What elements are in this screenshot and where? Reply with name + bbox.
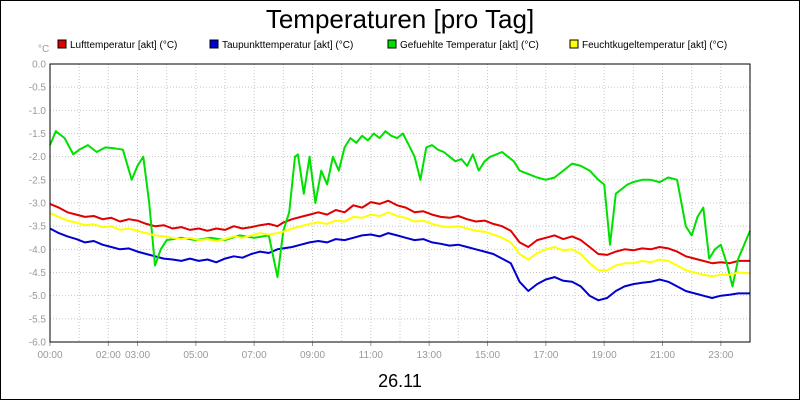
y-tick-label: -3.5 — [29, 222, 47, 233]
plot-border — [49, 63, 751, 343]
legend-swatch — [209, 39, 219, 49]
y-tick-label: -2.0 — [29, 152, 47, 163]
series-line-2 — [49, 227, 750, 302]
x-axis-date-label: 26.11 — [378, 371, 422, 391]
legend: Lufttemperatur [akt] (°C) Taupunkttempera… — [57, 39, 727, 51]
x-tick-label: 09:00 — [300, 350, 325, 361]
y-tick-label: -6.0 — [29, 338, 47, 349]
data-series — [49, 130, 751, 302]
y-tick-label: -0.5 — [29, 83, 47, 94]
legend-swatch — [57, 39, 67, 49]
y-tick-label: -1.5 — [29, 129, 47, 140]
chart-title: Temperaturen [pro Tag] — [266, 4, 534, 34]
x-tick-label: 21:00 — [650, 350, 675, 361]
grid-lines — [50, 64, 750, 342]
y-tick-label: -5.0 — [29, 291, 47, 302]
x-tick-label: 07:00 — [242, 350, 267, 361]
series-line-1 — [49, 199, 750, 265]
series-line-4 — [49, 211, 751, 278]
x-tick-label: 00:00 — [37, 350, 62, 361]
x-tick-label: 15:00 — [475, 350, 500, 361]
legend-label: Lufttemperatur [akt] (°C) — [70, 40, 177, 51]
x-tick-label: 05:00 — [183, 350, 208, 361]
x-tick-label: 23:00 — [708, 350, 733, 361]
y-tick-label: -5.5 — [29, 314, 47, 325]
x-tick-label: 19:00 — [592, 350, 617, 361]
y-axis-ticks: 0.0 -0.5 -1.0 -1.5 -2.0 -2.5 -3.0 -3.5 -4.0 -4.5 -… — [29, 60, 47, 349]
legend-label: Taupunkttemperatur [akt] (°C) — [222, 40, 353, 51]
x-tick-label: 11:00 — [359, 350, 384, 361]
legend-label: Feuchtkugeltemperatur [akt] (°C) — [582, 40, 727, 51]
y-tick-label: -3.0 — [29, 199, 47, 210]
x-tick-label: 02:00 — [96, 350, 121, 361]
y-tick-label: -1.0 — [29, 106, 47, 117]
y-axis-unit-label: °C — [38, 44, 49, 55]
x-axis-ticks: 00:00 02:00 03:00 05:00 07:00 09:00 11:00 13:00… — [37, 342, 734, 361]
legend-label: Gefuehlte Temperatur [akt] (°C) — [400, 40, 539, 51]
y-tick-label: -4.5 — [29, 268, 47, 279]
x-tick-label: 03:00 — [125, 350, 150, 361]
y-tick-label: -2.5 — [29, 175, 47, 186]
legend-swatch — [387, 39, 397, 49]
legend-swatch — [569, 39, 579, 49]
x-tick-label: 13:00 — [417, 350, 442, 361]
y-tick-label: -4.0 — [29, 245, 47, 256]
y-tick-label: 0.0 — [32, 60, 46, 71]
x-tick-label: 17:00 — [533, 350, 558, 361]
